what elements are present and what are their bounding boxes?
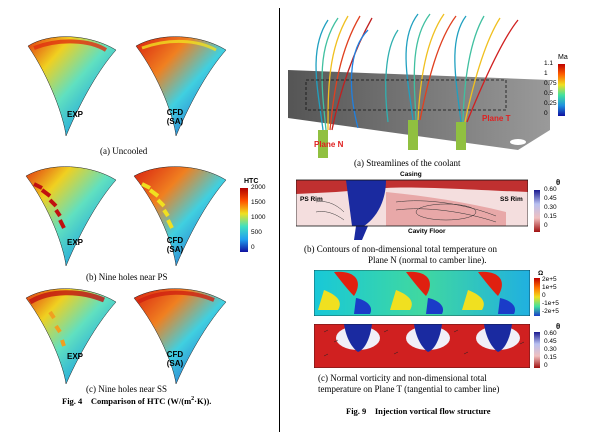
theta-c-tick: 0.30 — [544, 346, 557, 353]
plane-n-label: Plane N — [314, 140, 344, 149]
ma-tick: 0 — [544, 110, 548, 117]
row-a-caption: (a) Uncooled — [100, 146, 148, 156]
fig9c-theta — [314, 324, 530, 368]
theta-tick: 0.15 — [544, 213, 557, 220]
htc-colorbar-title: HTC — [244, 178, 259, 185]
blade-exp-a — [27, 36, 117, 137]
row-b-right-label-2: (SA) — [166, 245, 184, 254]
theta-b-colorbar — [534, 190, 540, 232]
ps-rim-label: PS Rim — [300, 196, 323, 203]
theta-c-ticks: 0.60 0.45 0.30 0.15 0 — [544, 330, 564, 374]
plane-t-label: Plane T — [482, 114, 511, 123]
row-a-right-label-1: CFD — [166, 108, 184, 117]
fig4-caption: Fig. 4 Comparison of HTC (W/(m2·K)). — [62, 396, 211, 406]
fig4-caption-num: Fig. 4 — [62, 396, 83, 406]
htc-tick: 0 — [251, 244, 255, 251]
theta-tick: 0.30 — [544, 204, 557, 211]
vort-tick: -2e+5 — [542, 308, 559, 315]
vort-tick: 2e+5 — [542, 276, 557, 283]
theta-b-ticks: 0.60 0.45 0.30 0.15 0 — [544, 186, 564, 236]
blade-cfd-a — [135, 36, 227, 137]
row-c-right-label-1: CFD — [166, 350, 184, 359]
ma-tick: 0.75 — [544, 80, 557, 87]
fig9-caption-text: Injection vortical flow structure — [374, 406, 491, 416]
ma-colorbar — [558, 64, 565, 116]
htc-colorbar — [240, 188, 248, 252]
cavity-floor-label: Cavity Floor — [408, 228, 446, 235]
theta-c-colorbar-title: θ — [556, 322, 561, 331]
ss-rim-label: SS Rim — [500, 196, 523, 203]
fig9a-streamlines — [288, 13, 550, 158]
vort-ticks: 2e+5 1e+5 0 -1e+5 -2e+5 — [542, 276, 566, 320]
htc-tick: 2000 — [251, 184, 266, 191]
blade-exp-b — [25, 166, 117, 267]
fig4-row-b-blades — [25, 166, 227, 267]
fig9b-contour — [296, 179, 528, 240]
row-c-caption: (c) Nine holes near SS — [86, 384, 167, 394]
fig4-row-a-blades — [27, 36, 227, 137]
row-b-caption: (b) Nine holes near PS — [86, 272, 168, 282]
row-a-left-label: EXP — [66, 110, 83, 119]
fig9-caption-num: Fig. 9 — [346, 406, 367, 416]
row-b-left-label: EXP — [66, 238, 83, 247]
ma-tick: 1 — [544, 70, 548, 77]
fig9b-caption-2: Plane N (normal to camber line). — [368, 255, 487, 265]
vort-tick: 0 — [542, 292, 546, 299]
blade-cfd-c — [133, 288, 227, 385]
theta-c-tick: 0.45 — [544, 338, 557, 345]
fig4-caption-end: ·K)). — [194, 396, 212, 406]
fig4-row-c-blades — [25, 288, 227, 385]
ma-tick: 1.1 — [544, 60, 554, 67]
fig9c-caption-1: (c) Normal vorticity and non-dimensional… — [318, 373, 487, 383]
theta-b-colorbar-title: θ — [556, 178, 561, 187]
theta-c-tick: 0 — [544, 362, 548, 369]
streamline-bundle — [315, 13, 519, 131]
row-b-right-label-1: CFD — [166, 236, 184, 245]
theta-c-tick: 0.60 — [544, 330, 557, 337]
theta-tick: 0 — [544, 222, 548, 229]
htc-tick: 1500 — [251, 199, 266, 206]
ma-colorbar-title: Ma — [558, 54, 568, 61]
column-divider — [279, 8, 280, 432]
fig9a-caption: (a) Streamlines of the coolant — [354, 158, 461, 168]
vort-colorbar-title: Ω — [538, 270, 544, 277]
blade-cfd-b — [133, 166, 227, 267]
fig9b-caption-1: (b) Contours of non-dimensional total te… — [304, 244, 497, 254]
vort-colorbar — [534, 278, 540, 316]
theta-c-colorbar — [534, 332, 540, 368]
fig9-caption: Fig. 9 Injection vortical flow structure — [346, 406, 491, 416]
theta-tick: 0.45 — [544, 195, 557, 202]
htc-colorbar-ticks: 2000 1500 1000 500 0 — [251, 184, 281, 256]
ma-colorbar-ticks: 1.1 1 0.75 0.5 0.25 0 — [544, 60, 558, 120]
htc-tick: 500 — [251, 229, 262, 236]
fig9c-vorticity — [314, 270, 530, 316]
fig9c-caption-2: temperature on Plane T (tangential to ca… — [318, 384, 500, 394]
fig4-caption-sup: 2 — [191, 396, 195, 403]
ma-tick: 0.5 — [544, 90, 554, 97]
theta-tick: 0.60 — [544, 186, 557, 193]
row-c-left-label: EXP — [66, 352, 83, 361]
blade-exp-c — [25, 288, 117, 385]
htc-tick: 1000 — [251, 214, 266, 221]
row-c-right-label-2: (SA) — [166, 359, 184, 368]
row-a-right-label-2: (SA) — [166, 117, 184, 126]
vort-tick: 1e+5 — [542, 284, 557, 291]
ma-tick: 0.25 — [544, 100, 557, 107]
casing-label: Casing — [400, 171, 422, 178]
vort-tick: -1e+5 — [542, 300, 559, 307]
theta-c-tick: 0.15 — [544, 354, 557, 361]
fig4-caption-text: Comparison of HTC (W/(m — [90, 396, 192, 406]
